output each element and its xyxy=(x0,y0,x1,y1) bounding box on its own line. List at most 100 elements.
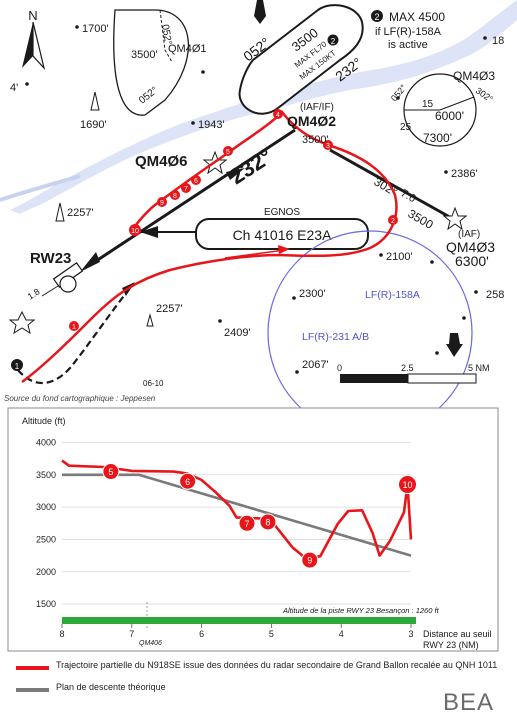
marker-7 xyxy=(238,514,256,532)
legend-gray-swatch xyxy=(16,688,49,692)
fix-qm403: QM4Ø3 xyxy=(446,239,495,255)
svg-text:2100': 2100' xyxy=(386,251,413,263)
profile-xlabel-2: RWY 23 (NM) xyxy=(423,640,479,650)
label-lf231: LF(R)-231 A/B xyxy=(302,331,369,343)
svg-text:4': 4' xyxy=(10,82,18,94)
legend-red-swatch xyxy=(16,666,49,670)
marker-label: 5 xyxy=(108,467,113,477)
svg-text:9: 9 xyxy=(160,200,164,207)
fix-qm403-iaf: (IAF) xyxy=(458,229,480,240)
svg-text:15: 15 xyxy=(422,99,434,110)
profile-series xyxy=(61,459,413,561)
star-rw23-icon xyxy=(8,310,36,335)
hold-left xyxy=(113,9,189,116)
svg-text:2: 2 xyxy=(374,12,379,22)
svg-text:18: 18 xyxy=(492,35,504,47)
profile-xticks: 8 7 6 5 4 3 xyxy=(59,624,414,639)
ytick-label: 3500 xyxy=(36,470,56,480)
ytick-label: 2500 xyxy=(36,534,56,544)
svg-text:1700': 1700' xyxy=(82,23,109,35)
channel-label: Ch 41016 E23A xyxy=(233,227,333,243)
chart-date: 06-10 xyxy=(143,379,164,388)
hold-left-crs-a: 052° xyxy=(159,24,173,46)
svg-text:1: 1 xyxy=(72,324,76,331)
xtick-label: 4 xyxy=(339,629,344,639)
svg-text:2257': 2257' xyxy=(67,207,94,219)
ytick-label: 2000 xyxy=(36,567,56,577)
profile-chart: Altitude (ft) 1500 2000 2500 3000 3500 4000 8… xyxy=(7,407,499,652)
arrow-right-icon xyxy=(446,333,463,357)
legend-gray-text: Plan de descente théorique xyxy=(56,682,166,692)
svg-text:2257': 2257' xyxy=(156,303,183,315)
svg-text:10: 10 xyxy=(131,228,139,235)
svg-text:25: 25 xyxy=(400,122,412,133)
runway-icon xyxy=(52,262,84,293)
svg-text:7: 7 xyxy=(184,186,188,193)
leg-iaf-qm402 xyxy=(329,148,456,222)
ytick-label: 4000 xyxy=(36,437,56,447)
map-source: Source du fond cartographique : Jeppesen xyxy=(4,394,156,403)
hold-left-crs-b: 052° xyxy=(137,85,160,106)
qm406-label: QM406 xyxy=(139,640,162,647)
xtick-label: 8 xyxy=(59,629,64,639)
marker-label: 8 xyxy=(265,517,270,527)
final-distance: 1.8 xyxy=(26,286,42,301)
note-max4500: 2 MAX 4500 if LF(R)-158A is active xyxy=(371,10,445,51)
svg-text:3: 3 xyxy=(326,143,330,150)
restricted-area-lf231 xyxy=(267,230,473,410)
svg-text:3500': 3500' xyxy=(302,134,329,146)
svg-text:2: 2 xyxy=(391,218,395,225)
fix-qm402-iafif: (IAF/IF) xyxy=(300,102,334,113)
egnos-channel-box: EGNOS Ch 41016 E23A xyxy=(140,207,369,250)
svg-text:2409': 2409' xyxy=(224,327,251,339)
marker-10 xyxy=(398,474,418,494)
svg-text:2386': 2386' xyxy=(451,168,478,180)
svg-text:4: 4 xyxy=(276,112,280,119)
egnos-label: EGNOS xyxy=(264,207,300,218)
fix-rw23: RW23 xyxy=(30,250,71,267)
ytick-label: 1500 xyxy=(36,599,56,609)
msa-circle: 15 6000' 25 7300' 052° 302° xyxy=(389,73,495,147)
bea-logo: BEA xyxy=(443,689,495,716)
fix-qm403-top: QM4Ø3 xyxy=(453,69,495,83)
svg-text:6: 6 xyxy=(194,178,198,185)
svg-text:2.5: 2.5 xyxy=(401,363,414,373)
svg-text:2067': 2067' xyxy=(302,359,329,371)
svg-text:if LF(R)-158A: if LF(R)-158A xyxy=(375,26,442,38)
north-arrow-icon: N xyxy=(22,8,46,71)
svg-text:258: 258 xyxy=(486,289,504,301)
legend-red: Trajectoire partielle du N918SE issue de… xyxy=(16,660,511,680)
marker-label: 7 xyxy=(244,519,249,529)
svg-text:7300': 7300' xyxy=(423,131,452,145)
fix-qm401: QM4Ø1 xyxy=(168,43,207,55)
svg-text:5 NM: 5 NM xyxy=(468,363,490,373)
marker-8 xyxy=(259,513,277,531)
svg-text:6300': 6300' xyxy=(455,253,489,269)
profile-markers: 5 6 7 8 9 10 xyxy=(102,463,418,569)
leg-final xyxy=(89,128,296,267)
north-label: N xyxy=(28,8,37,23)
ytick-label: 3000 xyxy=(36,502,56,512)
series-trajectory xyxy=(61,459,413,561)
fix-qm402: QM4Ø2 xyxy=(287,113,336,129)
label-lf158a: LF(R)-158A xyxy=(365,289,420,301)
xtick-label: 6 xyxy=(199,629,204,639)
marker-label: 9 xyxy=(307,556,312,566)
legend: Trajectoire partielle du N918SE issue de… xyxy=(16,660,511,702)
svg-text:3500': 3500' xyxy=(131,49,158,61)
svg-text:1690': 1690' xyxy=(80,119,107,131)
svg-text:302°: 302° xyxy=(474,85,495,104)
leg-3500: 3500 xyxy=(406,206,436,232)
trajectory-points: 1 2 3 4 5 6 7 8 9 10 xyxy=(69,109,398,331)
svg-text:5: 5 xyxy=(226,149,230,156)
svg-text:1: 1 xyxy=(15,362,20,371)
legend-gray: Plan de descente théorique xyxy=(16,682,511,702)
marker-9 xyxy=(301,551,319,569)
marker-label: 6 xyxy=(185,477,190,487)
svg-text:MAX 4500: MAX 4500 xyxy=(389,10,445,24)
svg-text:8: 8 xyxy=(173,193,177,200)
arrow-top-icon xyxy=(254,0,266,24)
legend-red-text: Trajectoire partielle du N918SE issue de… xyxy=(56,660,498,670)
marker-label: 10 xyxy=(403,480,413,490)
svg-text:0: 0 xyxy=(337,363,342,373)
